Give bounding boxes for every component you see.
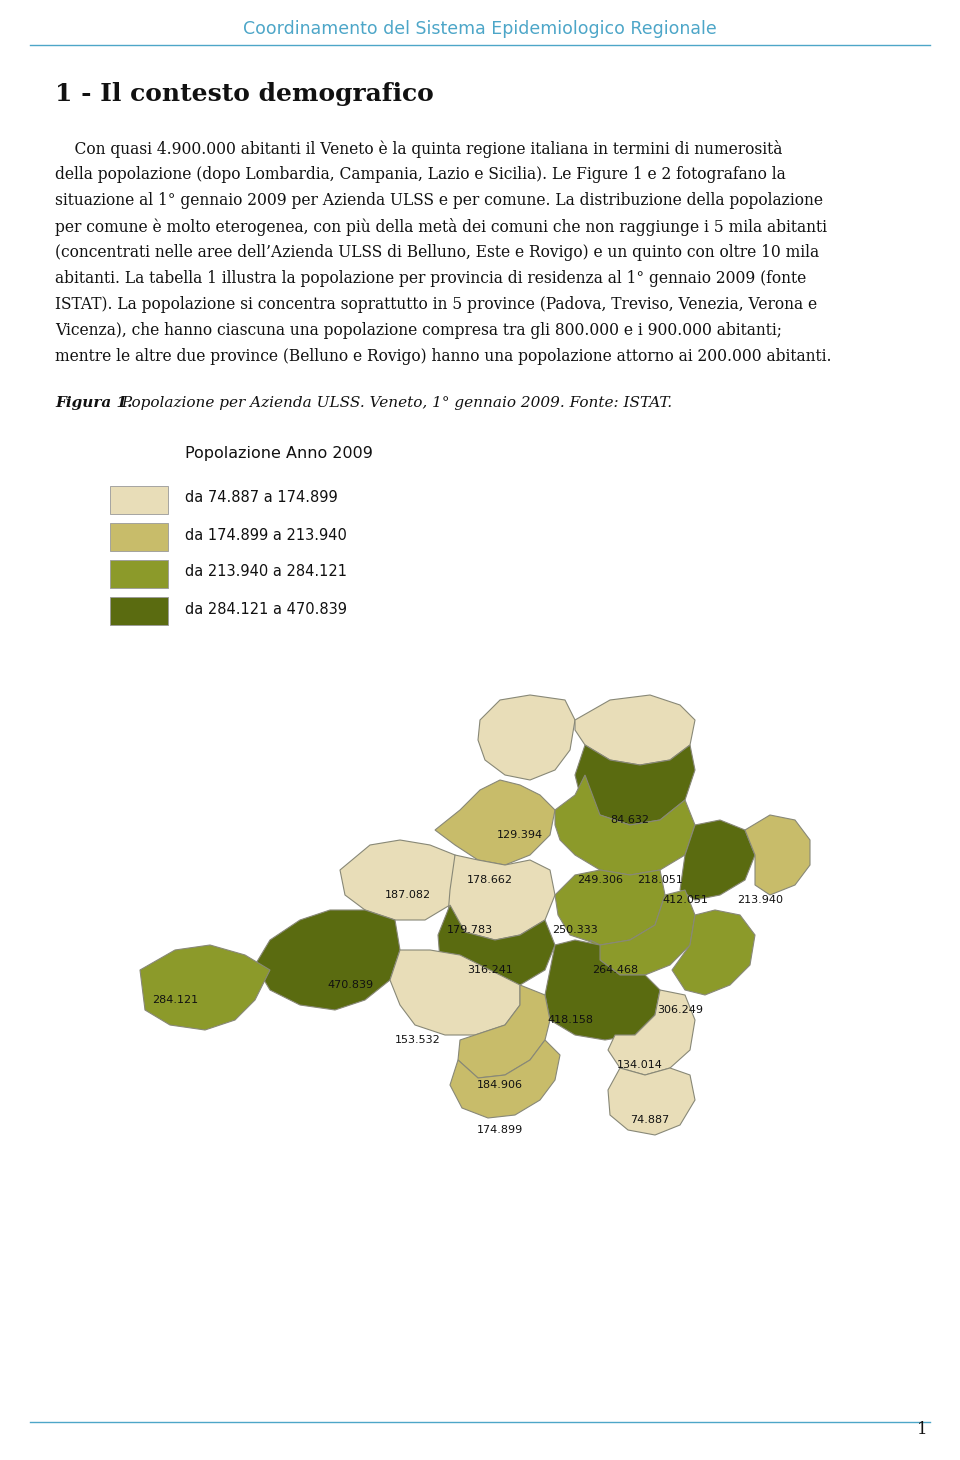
Text: 153.532: 153.532 [396, 1035, 441, 1045]
Text: 187.082: 187.082 [385, 891, 431, 899]
Polygon shape [450, 1040, 560, 1118]
FancyBboxPatch shape [110, 523, 168, 550]
Text: da 74.887 a 174.899: da 74.887 a 174.899 [185, 491, 338, 505]
Polygon shape [672, 910, 755, 996]
Text: 84.632: 84.632 [611, 815, 650, 825]
Polygon shape [255, 910, 400, 1010]
Polygon shape [478, 695, 575, 780]
Text: 306.249: 306.249 [657, 1004, 703, 1015]
Polygon shape [435, 780, 555, 864]
Polygon shape [545, 940, 660, 1040]
Text: Popolazione per Azienda ULSS. Veneto, 1° gennaio 2009. Fonte: ISTAT.: Popolazione per Azienda ULSS. Veneto, 1°… [117, 396, 672, 410]
Polygon shape [680, 821, 755, 899]
Text: 129.394: 129.394 [497, 829, 543, 840]
FancyBboxPatch shape [110, 486, 168, 514]
Text: Popolazione Anno 2009: Popolazione Anno 2009 [185, 445, 372, 461]
Polygon shape [140, 945, 270, 1029]
Polygon shape [590, 891, 695, 975]
Text: 1: 1 [918, 1421, 928, 1438]
Text: 264.468: 264.468 [592, 965, 638, 975]
Text: della popolazione (dopo Lombardia, Campania, Lazio e Sicilia). Le Figure 1 e 2 f: della popolazione (dopo Lombardia, Campa… [55, 166, 785, 182]
Text: 179.783: 179.783 [447, 926, 493, 934]
Polygon shape [458, 986, 550, 1077]
Polygon shape [608, 1069, 695, 1134]
Text: 284.121: 284.121 [152, 996, 198, 1004]
Polygon shape [340, 839, 460, 920]
Text: Coordinamento del Sistema Epidemiologico Regionale: Coordinamento del Sistema Epidemiologico… [243, 20, 717, 38]
FancyBboxPatch shape [110, 597, 168, 625]
Text: Figura 1.: Figura 1. [55, 396, 132, 410]
Text: 134.014: 134.014 [617, 1060, 663, 1070]
Text: 213.940: 213.940 [737, 895, 783, 905]
Text: 470.839: 470.839 [327, 980, 373, 990]
Text: per comune è molto eterogenea, con più della metà dei comuni che non raggiunge i: per comune è molto eterogenea, con più d… [55, 218, 827, 237]
Text: 1 - Il contesto demografico: 1 - Il contesto demografico [55, 82, 434, 107]
Text: ISTAT). La popolazione si concentra soprattutto in 5 province (Padova, Treviso, : ISTAT). La popolazione si concentra sopr… [55, 296, 817, 312]
Polygon shape [575, 745, 695, 825]
Text: Con quasi 4.900.000 abitanti il Veneto è la quinta regione italiana in termini d: Con quasi 4.900.000 abitanti il Veneto è… [55, 140, 782, 158]
Text: da 174.899 a 213.940: da 174.899 a 213.940 [185, 527, 347, 543]
Text: 74.887: 74.887 [631, 1115, 670, 1126]
Text: 250.333: 250.333 [552, 926, 598, 934]
Text: mentre le altre due province (Belluno e Rovigo) hanno una popolazione attorno ai: mentre le altre due province (Belluno e … [55, 347, 831, 365]
Text: da 284.121 a 470.839: da 284.121 a 470.839 [185, 602, 347, 616]
Text: Vicenza), che hanno ciascuna una popolazione compresa tra gli 800.000 e i 900.00: Vicenza), che hanno ciascuna una popolaz… [55, 323, 782, 339]
Polygon shape [575, 695, 695, 765]
Text: 178.662: 178.662 [467, 875, 513, 885]
Text: da 213.940 a 284.121: da 213.940 a 284.121 [185, 565, 347, 580]
Polygon shape [555, 775, 695, 875]
Polygon shape [608, 990, 695, 1075]
Text: 418.158: 418.158 [547, 1015, 593, 1025]
Text: 184.906: 184.906 [477, 1080, 523, 1091]
Polygon shape [438, 905, 555, 990]
Text: situazione al 1° gennaio 2009 per Azienda ULSS e per comune. La distribuzione de: situazione al 1° gennaio 2009 per Aziend… [55, 193, 823, 209]
Text: abitanti. La tabella 1 illustra la popolazione per provincia di residenza al 1° : abitanti. La tabella 1 illustra la popol… [55, 270, 806, 288]
Text: 316.241: 316.241 [468, 965, 513, 975]
Polygon shape [448, 856, 555, 940]
Text: 218.051: 218.051 [637, 875, 683, 885]
FancyBboxPatch shape [110, 561, 168, 588]
Text: 249.306: 249.306 [577, 875, 623, 885]
Polygon shape [390, 950, 520, 1035]
Polygon shape [745, 815, 810, 895]
Text: 174.899: 174.899 [477, 1126, 523, 1134]
Text: 412.051: 412.051 [662, 895, 708, 905]
Polygon shape [555, 870, 665, 945]
Text: (concentrati nelle aree dell’Azienda ULSS di Belluno, Este e Rovigo) e un quinto: (concentrati nelle aree dell’Azienda ULS… [55, 244, 819, 261]
